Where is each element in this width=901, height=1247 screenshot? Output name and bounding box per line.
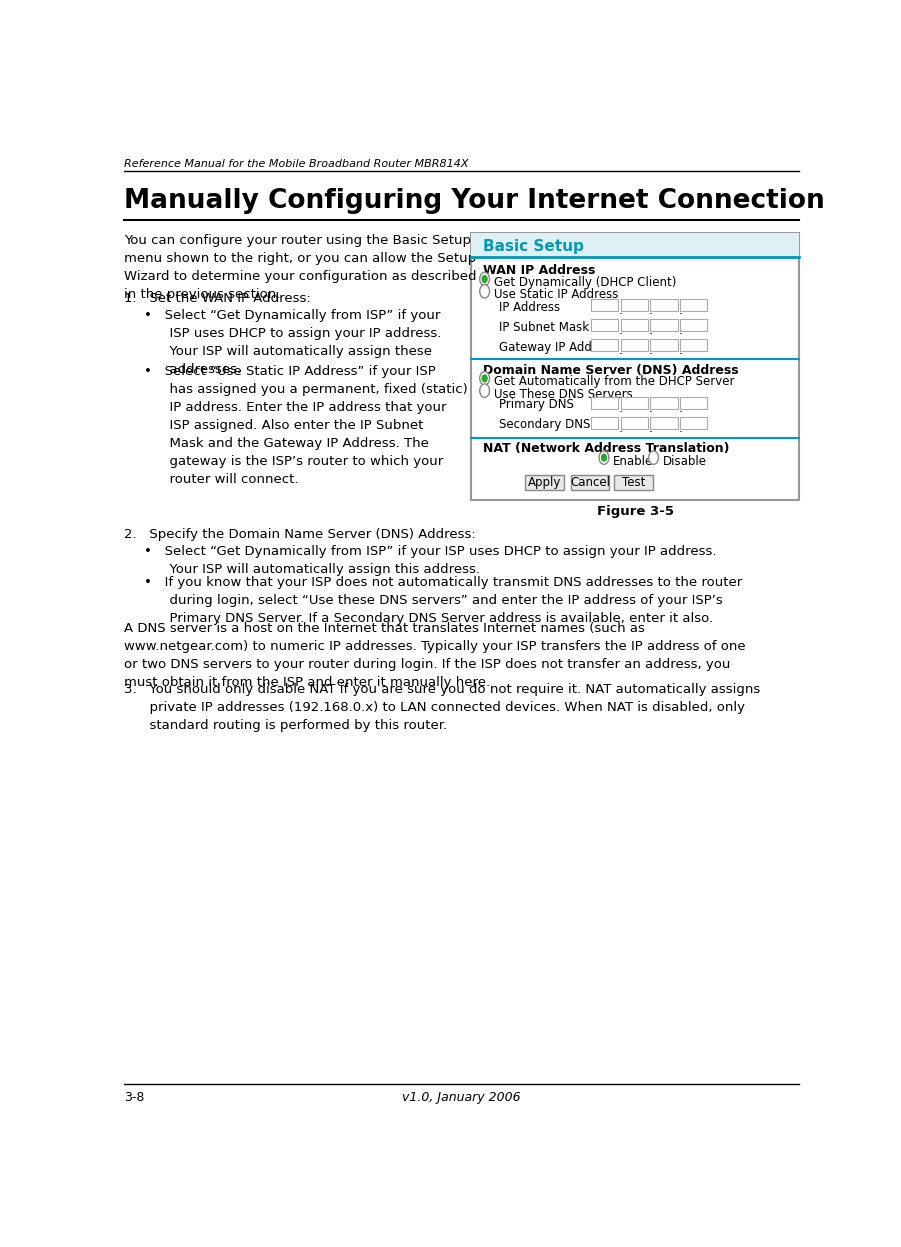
Text: Gateway IP Address: Gateway IP Address — [498, 340, 615, 354]
Circle shape — [649, 451, 659, 464]
Text: •   Select “Get Dynamically from ISP” if your
      ISP uses DHCP to assign your: • Select “Get Dynamically from ISP” if y… — [143, 309, 441, 377]
Text: NAT (Network Address Translation): NAT (Network Address Translation) — [483, 443, 730, 455]
Text: A DNS server is a host on the Internet that translates Internet names (such as
w: A DNS server is a host on the Internet t… — [124, 622, 746, 688]
Text: •   Select “Get Dynamically from ISP” if your ISP uses DHCP to assign your IP ad: • Select “Get Dynamically from ISP” if y… — [143, 545, 716, 576]
Text: WAN IP Address: WAN IP Address — [483, 263, 596, 277]
Text: .: . — [649, 423, 653, 435]
Bar — [651, 319, 678, 332]
Bar — [591, 416, 618, 429]
Text: .: . — [649, 324, 653, 338]
Bar — [680, 416, 707, 429]
Text: .: . — [619, 344, 623, 358]
Bar — [651, 416, 678, 429]
Circle shape — [482, 375, 487, 382]
Bar — [621, 319, 648, 332]
Bar — [621, 397, 648, 409]
Text: Apply: Apply — [528, 476, 561, 489]
Bar — [651, 339, 678, 352]
Text: Disable: Disable — [663, 455, 707, 468]
Text: .: . — [678, 304, 682, 318]
Text: Figure 3-5: Figure 3-5 — [597, 505, 674, 519]
Bar — [680, 319, 707, 332]
Text: Primary DNS: Primary DNS — [498, 398, 573, 412]
Text: .: . — [619, 324, 623, 338]
Text: Get Dynamically (DHCP Client): Get Dynamically (DHCP Client) — [494, 276, 677, 289]
Text: Test: Test — [622, 476, 645, 489]
Text: .: . — [619, 403, 623, 415]
Text: Get Automatically from the DHCP Server: Get Automatically from the DHCP Server — [494, 375, 734, 388]
Text: Use Static IP Address: Use Static IP Address — [494, 288, 618, 302]
Text: .: . — [678, 344, 682, 358]
Bar — [621, 416, 648, 429]
Text: 2.   Specify the Domain Name Server (DNS) Address:: 2. Specify the Domain Name Server (DNS) … — [124, 529, 476, 541]
Text: .: . — [619, 423, 623, 435]
Text: v1.0, January 2006: v1.0, January 2006 — [402, 1091, 521, 1104]
Text: Secondary DNS: Secondary DNS — [498, 419, 590, 431]
Text: Use These DNS Servers: Use These DNS Servers — [494, 388, 633, 400]
Bar — [591, 339, 618, 352]
Bar — [621, 339, 648, 352]
Bar — [570, 475, 609, 490]
Circle shape — [602, 454, 606, 461]
Text: •   If you know that your ISP does not automatically transmit DNS addresses to t: • If you know that your ISP does not aut… — [143, 576, 742, 625]
Circle shape — [479, 372, 489, 385]
Text: You can configure your router using the Basic Setup
menu shown to the right, or : You can configure your router using the … — [124, 234, 477, 302]
Text: Manually Configuring Your Internet Connection: Manually Configuring Your Internet Conne… — [124, 188, 825, 214]
Text: .: . — [649, 403, 653, 415]
Text: Cancel: Cancel — [570, 476, 610, 489]
Text: .: . — [649, 304, 653, 318]
Bar — [621, 299, 648, 312]
Bar — [680, 299, 707, 312]
Text: IP Address: IP Address — [498, 301, 560, 313]
Text: 3-8: 3-8 — [124, 1091, 145, 1104]
Bar — [680, 397, 707, 409]
Bar — [525, 475, 564, 490]
Bar — [651, 397, 678, 409]
Text: Basic Setup: Basic Setup — [483, 239, 584, 254]
Text: 3.   You should only disable NAT if you are sure you do not require it. NAT auto: 3. You should only disable NAT if you ar… — [124, 683, 760, 732]
Text: •   Select “Use Static IP Address” if your ISP
      has assigned you a permanen: • Select “Use Static IP Address” if your… — [143, 365, 468, 486]
Circle shape — [479, 272, 489, 286]
Text: .: . — [678, 324, 682, 338]
Bar — [591, 319, 618, 332]
Bar — [591, 299, 618, 312]
Text: 1.   Set the WAN IP Address:: 1. Set the WAN IP Address: — [124, 292, 311, 306]
Circle shape — [479, 384, 489, 398]
Bar — [471, 233, 798, 500]
Bar — [680, 339, 707, 352]
Text: .: . — [619, 304, 623, 318]
Circle shape — [599, 451, 609, 464]
Text: Enable: Enable — [613, 455, 652, 468]
Text: .: . — [649, 344, 653, 358]
Text: .: . — [678, 423, 682, 435]
Bar — [614, 475, 653, 490]
Text: IP Subnet Mask: IP Subnet Mask — [498, 320, 588, 334]
Bar — [591, 397, 618, 409]
Circle shape — [482, 276, 487, 282]
Text: Reference Manual for the Mobile Broadband Router MBR814X: Reference Manual for the Mobile Broadban… — [124, 158, 469, 168]
Circle shape — [479, 284, 489, 298]
Text: .: . — [678, 403, 682, 415]
Text: Domain Name Server (DNS) Address: Domain Name Server (DNS) Address — [483, 364, 739, 377]
Bar — [471, 233, 798, 257]
Bar — [651, 299, 678, 312]
